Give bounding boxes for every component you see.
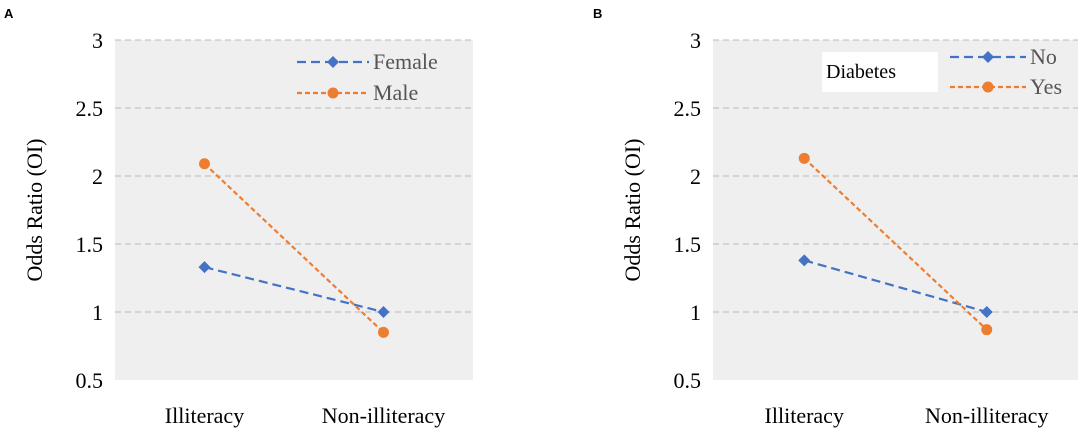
y-tick-label: 1.5	[674, 232, 702, 257]
y-tick-label: 2	[92, 164, 103, 189]
y-tick-label: 0.5	[76, 368, 104, 393]
y-axis-label: Odds Ratio (OI)	[620, 139, 645, 282]
panel-label: B	[593, 6, 602, 21]
panel-label: A	[4, 6, 14, 21]
series-line	[204, 266, 384, 314]
data-point	[798, 254, 811, 267]
y-tick-label: 3	[690, 28, 701, 53]
y-tick-label: 2.5	[674, 96, 702, 121]
series-line	[803, 259, 988, 314]
y-tick-label: 1	[92, 300, 103, 325]
legend-marker	[982, 51, 994, 63]
plot-area	[713, 40, 1078, 380]
legend-label: Male	[373, 80, 418, 105]
data-point	[981, 324, 993, 336]
x-tick-label: Non-illiteracy	[322, 403, 445, 428]
data-point	[980, 306, 993, 318]
data-point	[377, 306, 390, 318]
legend-marker	[982, 81, 994, 93]
y-tick-label: 0.5	[674, 368, 702, 393]
data-point	[198, 261, 211, 274]
legend-title-bg	[822, 52, 938, 92]
legend-marker	[327, 87, 339, 99]
y-tick-label: 1	[690, 300, 701, 325]
x-tick-label: Illiteracy	[765, 403, 844, 428]
y-tick-label: 2	[690, 164, 701, 189]
x-tick-label: Non-illiteracy	[925, 403, 1048, 428]
legend-label: Female	[373, 49, 438, 74]
legend-label: No	[1030, 44, 1057, 69]
data-point	[798, 152, 810, 164]
plot-area	[115, 40, 473, 380]
series-male	[199, 158, 389, 338]
chart-panel-a: A 0.5 1 1.5 2 2.5 3 Odds Ratio (OI) Illiteracy No…	[4, 6, 473, 428]
series-female	[198, 261, 390, 318]
x-tick-label: Illiteracy	[165, 403, 244, 428]
y-tick-label: 1.5	[76, 232, 104, 257]
legend-label: Yes	[1030, 74, 1062, 99]
y-tick-label: 3	[92, 28, 103, 53]
y-tick-label: 2.5	[76, 96, 104, 121]
series-yes	[798, 152, 993, 336]
series-line	[203, 162, 385, 334]
legend-marker	[327, 56, 339, 68]
y-axis-label: Odds Ratio (OI)	[22, 139, 47, 282]
series-line	[803, 157, 988, 331]
data-point	[199, 158, 210, 170]
chart-panel-b: B 0.5 1 1.5 2 2.5 3 Odds Ratio (OI) Illiteracy No…	[593, 6, 1078, 428]
series-no	[798, 254, 993, 318]
legend-title: Diabetes	[826, 61, 896, 83]
data-point	[378, 326, 389, 338]
